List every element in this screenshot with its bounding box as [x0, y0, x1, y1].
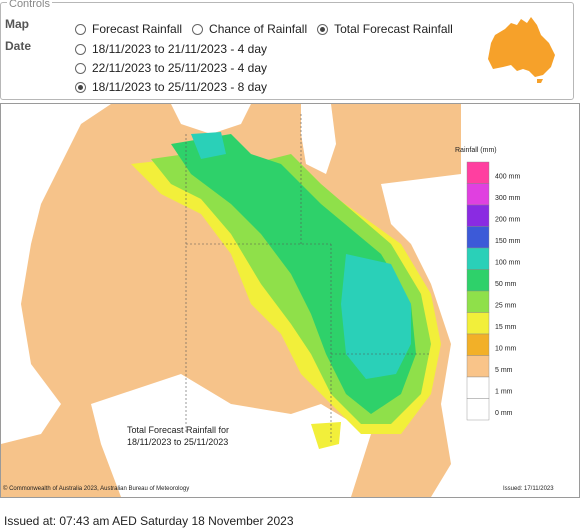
radio-selected-icon[interactable] [317, 23, 329, 35]
radio-icon[interactable] [192, 23, 204, 35]
legend-swatch-10 [466, 355, 490, 378]
legend-label-10: 5 mm [495, 367, 513, 374]
legend-swatch-11 [466, 376, 490, 399]
legend-swatch-3 [466, 204, 490, 227]
legend-label-8: 15 mm [495, 324, 517, 331]
rainfall-legend: Rainfall (mm) 400 mm 300 mm 200 mm 150 mm 10… [455, 147, 520, 421]
rainfall-map: Rainfall (mm) 400 mm 300 mm 200 mm 150 mm 10… [0, 103, 580, 498]
date-label: Date [5, 39, 32, 53]
radio-selected-icon[interactable] [75, 81, 86, 93]
ocean-gulf [301, 104, 336, 174]
issued-text: Issued at: 07:43 am AED Saturday 18 Nove… [4, 514, 294, 528]
legend-swatch-6 [466, 269, 490, 292]
legend-swatch-8 [466, 312, 490, 335]
rain-zone-100mm [341, 254, 411, 379]
australia-map-icon [488, 17, 555, 83]
map-caption-line1: Total Forecast Rainfall for [127, 425, 229, 435]
ocean-west [1, 104, 111, 444]
ocean-south [91, 374, 371, 497]
legend-label-4: 150 mm [495, 238, 520, 245]
legend-swatch-5 [466, 247, 490, 270]
legend-label-11: 1 mm [495, 389, 513, 396]
controls-title: Controls [7, 0, 52, 10]
legend-label-5: 100 mm [495, 260, 520, 267]
rain-zone-100mm-north [191, 132, 226, 159]
map-copyright: © Commonwealth of Australia 2023, Austra… [3, 485, 189, 492]
map-label: Map [5, 17, 29, 31]
legend-label-6: 50 mm [495, 281, 517, 288]
date-option-1[interactable]: 18/11/2023 to 21/11/2023 - 4 day [75, 42, 267, 56]
radio-icon[interactable] [75, 62, 86, 74]
legend-swatch-12 [466, 398, 490, 421]
controls-panel: Controls Map Date Forecast Rainfall Chan… [0, 0, 574, 100]
legend-label-3: 200 mm [495, 217, 520, 224]
radio-icon[interactable] [75, 43, 86, 55]
ocean-north [171, 104, 251, 134]
map-option-total-forecast-rainfall[interactable]: Total Forecast Rainfall [317, 22, 453, 36]
legend-swatch-7 [466, 290, 490, 313]
legend-swatch-9 [466, 333, 490, 356]
legend-swatch-4 [466, 226, 490, 249]
legend-swatch-1 [466, 161, 490, 184]
legend-label-12: 0 mm [495, 410, 513, 417]
tasmania [311, 422, 341, 449]
legend-label-7: 25 mm [495, 303, 517, 310]
state-borders [185, 114, 431, 444]
legend-label-1: 400 mm [495, 174, 520, 181]
map-issued-small: Issued: 17/11/2023 [503, 486, 554, 492]
legend-swatch-2 [466, 183, 490, 206]
date-option-3[interactable]: 18/11/2023 to 25/11/2023 - 8 day [75, 80, 267, 94]
legend-label-2: 300 mm [495, 195, 520, 202]
map-caption-line2: 18/11/2023 to 25/11/2023 [127, 437, 228, 447]
legend-title: Rainfall (mm) [455, 147, 497, 154]
map-options: Forecast Rainfall Chance of Rainfall Tot… [75, 22, 463, 36]
date-option-2[interactable]: 22/11/2023 to 25/11/2023 - 4 day [75, 61, 267, 75]
rainfall-map-canvas: Rainfall (mm) 400 mm 300 mm 200 mm 150 mm 10… [1, 104, 554, 497]
map-option-forecast-rainfall[interactable]: Forecast Rainfall [75, 22, 182, 36]
ocean-east [381, 174, 461, 497]
radio-icon[interactable] [75, 23, 86, 35]
legend-label-9: 10 mm [495, 346, 517, 353]
map-option-chance-of-rainfall[interactable]: Chance of Rainfall [192, 22, 307, 36]
